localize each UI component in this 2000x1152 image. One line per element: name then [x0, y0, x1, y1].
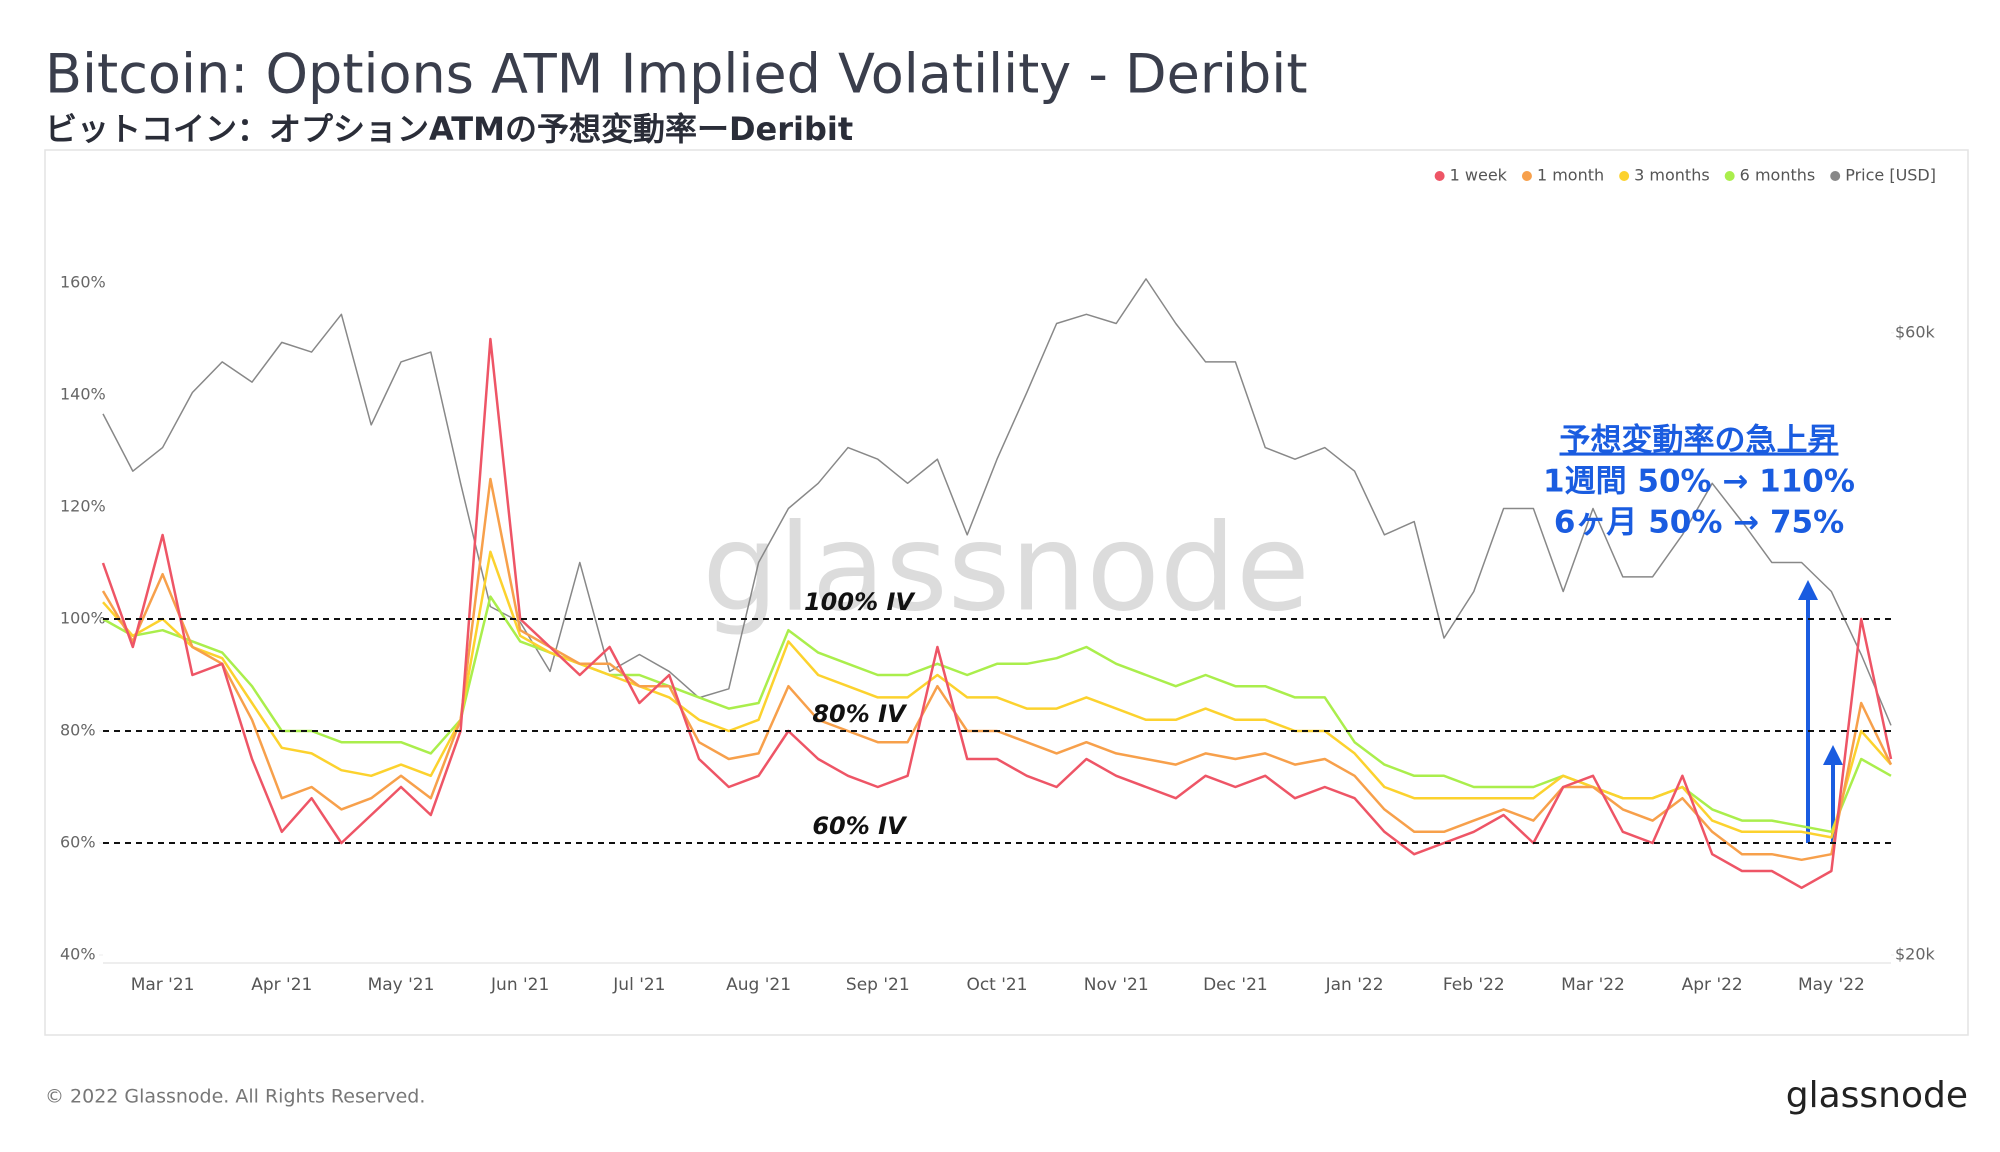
x-tick-label: Jan '22 — [1325, 975, 1384, 995]
y-tick-label: 160% — [60, 273, 106, 292]
x-tick-label: Feb '22 — [1443, 975, 1505, 995]
legend-swatch — [1434, 171, 1445, 181]
legend-swatch — [1619, 171, 1630, 181]
arrow-head — [1798, 580, 1818, 600]
y-tick-label: 60% — [60, 833, 96, 852]
legend-swatch — [1830, 171, 1841, 181]
x-tick-label: Nov '21 — [1084, 975, 1149, 995]
legend-swatch — [1724, 171, 1735, 181]
reference-label: 60% IV — [812, 812, 908, 840]
footer: © 2022 Glassnode. All Rights Reserved. — [45, 1086, 425, 1108]
y-tick-label: 140% — [60, 385, 106, 404]
watermark: glassnode — [702, 500, 1310, 639]
x-tick-label: May '22 — [1798, 975, 1865, 995]
y-tick-label: 40% — [60, 945, 96, 964]
legend-label: Price [USD] — [1845, 166, 1936, 185]
chart-subtitle: ビットコイン：オプションATMの予想変動率ーDeribit — [45, 110, 853, 148]
x-tick-label: Apr '21 — [251, 975, 312, 995]
reference-label: 100% IV — [804, 588, 916, 616]
x-tick-label: Mar '22 — [1561, 975, 1625, 995]
x-tick-label: Dec '21 — [1203, 975, 1268, 995]
reference-label: 80% IV — [812, 700, 908, 728]
arrow-head — [1823, 745, 1843, 765]
x-tick-label: Mar '21 — [131, 975, 195, 995]
legend-label: 6 months — [1740, 166, 1816, 185]
annotation: 1週間 50% → 110% — [1543, 464, 1855, 500]
y-tick-label: 120% — [60, 497, 106, 516]
series-line — [102, 278, 1892, 726]
y2-tick-label: $60k — [1895, 322, 1936, 341]
chart-title: Bitcoin: Options ATM Implied Volatility … — [45, 43, 1308, 106]
x-tick-label: Sep '21 — [846, 975, 910, 995]
x-tick-label: Jul '21 — [612, 975, 665, 995]
arrows — [1798, 580, 1843, 843]
x-tick-label: May '21 — [368, 975, 435, 995]
logo: glassnode — [1786, 1075, 1968, 1116]
x-tick-label: Oct '21 — [966, 975, 1027, 995]
x-tick-label: Jun '21 — [490, 975, 549, 995]
annotation: 予想変動率の急上昇 — [1560, 423, 1839, 459]
series-line — [101, 337, 1893, 890]
y2-tick-label: $20k — [1895, 945, 1936, 964]
y-tick-label: 100% — [60, 609, 106, 628]
y-tick-label: 80% — [60, 721, 96, 740]
annotation: 6ヶ月 50% → 75% — [1554, 505, 1844, 541]
x-tick-label: Aug '21 — [726, 975, 791, 995]
legend-swatch — [1521, 171, 1532, 181]
legend-label: 1 month — [1537, 166, 1604, 185]
legend-label: 1 week — [1450, 166, 1508, 185]
x-tick-label: Apr '22 — [1682, 975, 1743, 995]
chart-frame — [44, 149, 1969, 1036]
legend-label: 3 months — [1634, 166, 1710, 185]
